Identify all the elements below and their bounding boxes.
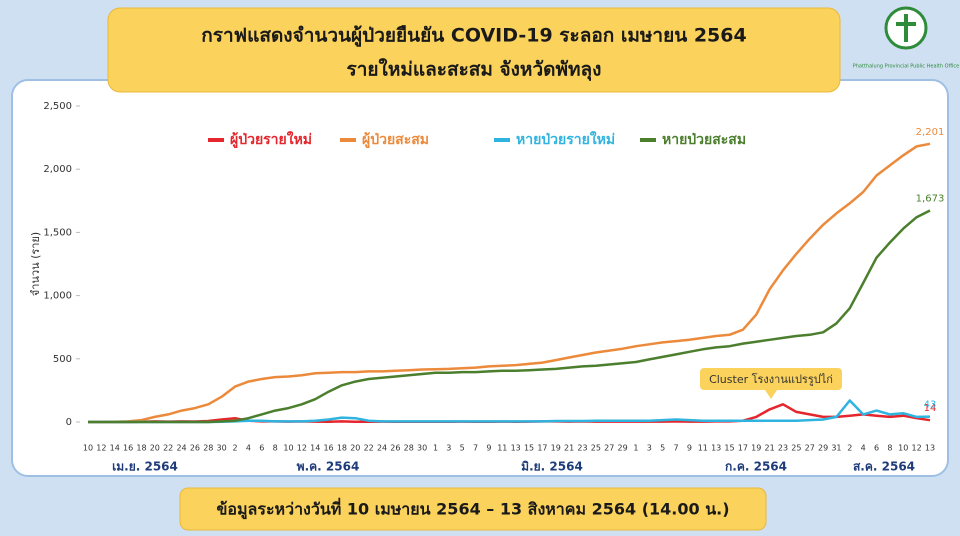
- x-tick-label: 7: [473, 444, 478, 453]
- x-tick-label: 29: [818, 444, 828, 453]
- x-tick-label: 22: [163, 444, 173, 453]
- x-tick-label: 21: [564, 444, 574, 453]
- x-tick-label: 27: [805, 444, 815, 453]
- x-tick-label: 4: [246, 444, 251, 453]
- y-tick-label: 500: [53, 354, 72, 365]
- month-label: มิ.ย. 2564: [521, 460, 583, 474]
- logo-text: Phatthalung Provincial Public Health Off…: [853, 64, 960, 70]
- x-tick-label: 13: [925, 444, 935, 453]
- x-tick-label: 5: [460, 444, 465, 453]
- x-tick-label: 11: [698, 444, 708, 453]
- x-tick-label: 7: [674, 444, 679, 453]
- end-label: 2,201: [916, 127, 945, 138]
- x-tick-label: 1: [633, 444, 638, 453]
- x-tick-label: 12: [297, 444, 307, 453]
- x-tick-label: 28: [203, 444, 213, 453]
- y-tick-label: 0: [66, 417, 72, 428]
- series-line: [88, 209, 931, 424]
- y-tick-label: 1,500: [43, 227, 72, 238]
- chart-subtitle: รายใหม่และสะสม จังหวัดพัทลุง: [347, 58, 602, 82]
- x-tick-label: 4: [861, 444, 866, 453]
- x-tick-label: 6: [874, 444, 879, 453]
- x-tick-label: 3: [647, 444, 652, 453]
- x-tick-label: 10: [83, 444, 93, 453]
- x-tick-label: 16: [323, 444, 333, 453]
- x-tick-label: 9: [486, 444, 491, 453]
- annotation: Cluster โรงงานแปรรูปไก่: [709, 372, 833, 386]
- x-tick-label: 15: [724, 444, 734, 453]
- legend-label: ผู้ป่วยสะสม: [362, 132, 429, 148]
- x-tick-label: 31: [831, 444, 841, 453]
- x-tick-label: 2: [847, 444, 852, 453]
- x-tick-label: 6: [259, 444, 264, 453]
- month-label: ส.ค. 2564: [853, 460, 915, 474]
- y-tick-label: 1,000: [43, 291, 72, 302]
- x-tick-label: 12: [912, 444, 922, 453]
- y-axis-label: จำนวน (ราย): [29, 232, 42, 296]
- series-line: [88, 142, 931, 424]
- x-tick-label: 23: [778, 444, 788, 453]
- x-tick-label: 20: [350, 444, 360, 453]
- x-tick-label: 13: [511, 444, 521, 453]
- legend-label: หายป่วยรายใหม่: [516, 130, 615, 148]
- x-tick-label: 26: [390, 444, 400, 453]
- x-tick-label: 15: [524, 444, 534, 453]
- note: ข้อมูลระหว่างวันที่ 10 เมษายน 2564 – 13 …: [216, 498, 729, 521]
- x-tick-label: 23: [577, 444, 587, 453]
- x-tick-label: 27: [604, 444, 614, 453]
- x-tick-label: 18: [136, 444, 146, 453]
- x-tick-label: 10: [898, 444, 908, 453]
- x-tick-label: 30: [417, 444, 427, 453]
- x-tick-label: 2: [232, 444, 237, 453]
- x-tick-label: 28: [404, 444, 414, 453]
- x-tick-label: 19: [551, 444, 561, 453]
- month-label: เม.ย. 2564: [112, 460, 178, 474]
- x-tick-label: 24: [176, 444, 186, 453]
- logo-cross: [896, 14, 916, 42]
- x-tick-label: 20: [150, 444, 160, 453]
- x-tick-label: 14: [310, 444, 320, 453]
- month-label: ก.ค. 2564: [725, 460, 787, 474]
- annotation-arrow: [765, 390, 777, 399]
- end-label: 1,673: [916, 194, 945, 205]
- y-tick-label: 2,500: [43, 101, 72, 112]
- x-tick-label: 5: [660, 444, 665, 453]
- title-box: [107, 7, 841, 93]
- end-label: 14: [924, 403, 937, 414]
- y-tick-label: 2,000: [43, 164, 72, 175]
- x-tick-label: 14: [110, 444, 120, 453]
- x-tick-label: 3: [446, 444, 451, 453]
- x-tick-label: 25: [791, 444, 801, 453]
- x-tick-label: 10: [283, 444, 293, 453]
- x-tick-label: 19: [751, 444, 761, 453]
- x-tick-label: 26: [190, 444, 200, 453]
- x-tick-label: 8: [273, 444, 278, 453]
- x-tick-label: 18: [337, 444, 347, 453]
- x-tick-label: 22: [364, 444, 374, 453]
- x-tick-label: 17: [738, 444, 748, 453]
- x-tick-label: 8: [887, 444, 892, 453]
- end-label: 43: [924, 400, 937, 411]
- x-tick-label: 29: [618, 444, 628, 453]
- x-tick-label: 25: [591, 444, 601, 453]
- x-tick-label: 12: [96, 444, 106, 453]
- annotation-box: [700, 368, 842, 390]
- x-tick-label: 24: [377, 444, 387, 453]
- x-tick-label: 1: [433, 444, 438, 453]
- legend-label: ผู้ป่วยรายใหม่: [230, 130, 312, 148]
- month-label: พ.ค. 2564: [297, 460, 360, 474]
- x-tick-label: 11: [497, 444, 507, 453]
- legend-label: หายป่วยสะสม: [662, 132, 746, 148]
- x-tick-label: 17: [537, 444, 547, 453]
- x-tick-label: 13: [711, 444, 721, 453]
- x-tick-label: 16: [123, 444, 133, 453]
- chart-title: กราฟแสดงจำนวนผู้ป่วยยืนยัน COVID-19 ระลอ…: [201, 25, 746, 48]
- x-tick-label: 30: [217, 444, 227, 453]
- note-box: [179, 487, 767, 531]
- x-tick-label: 21: [765, 444, 775, 453]
- x-tick-label: 9: [687, 444, 692, 453]
